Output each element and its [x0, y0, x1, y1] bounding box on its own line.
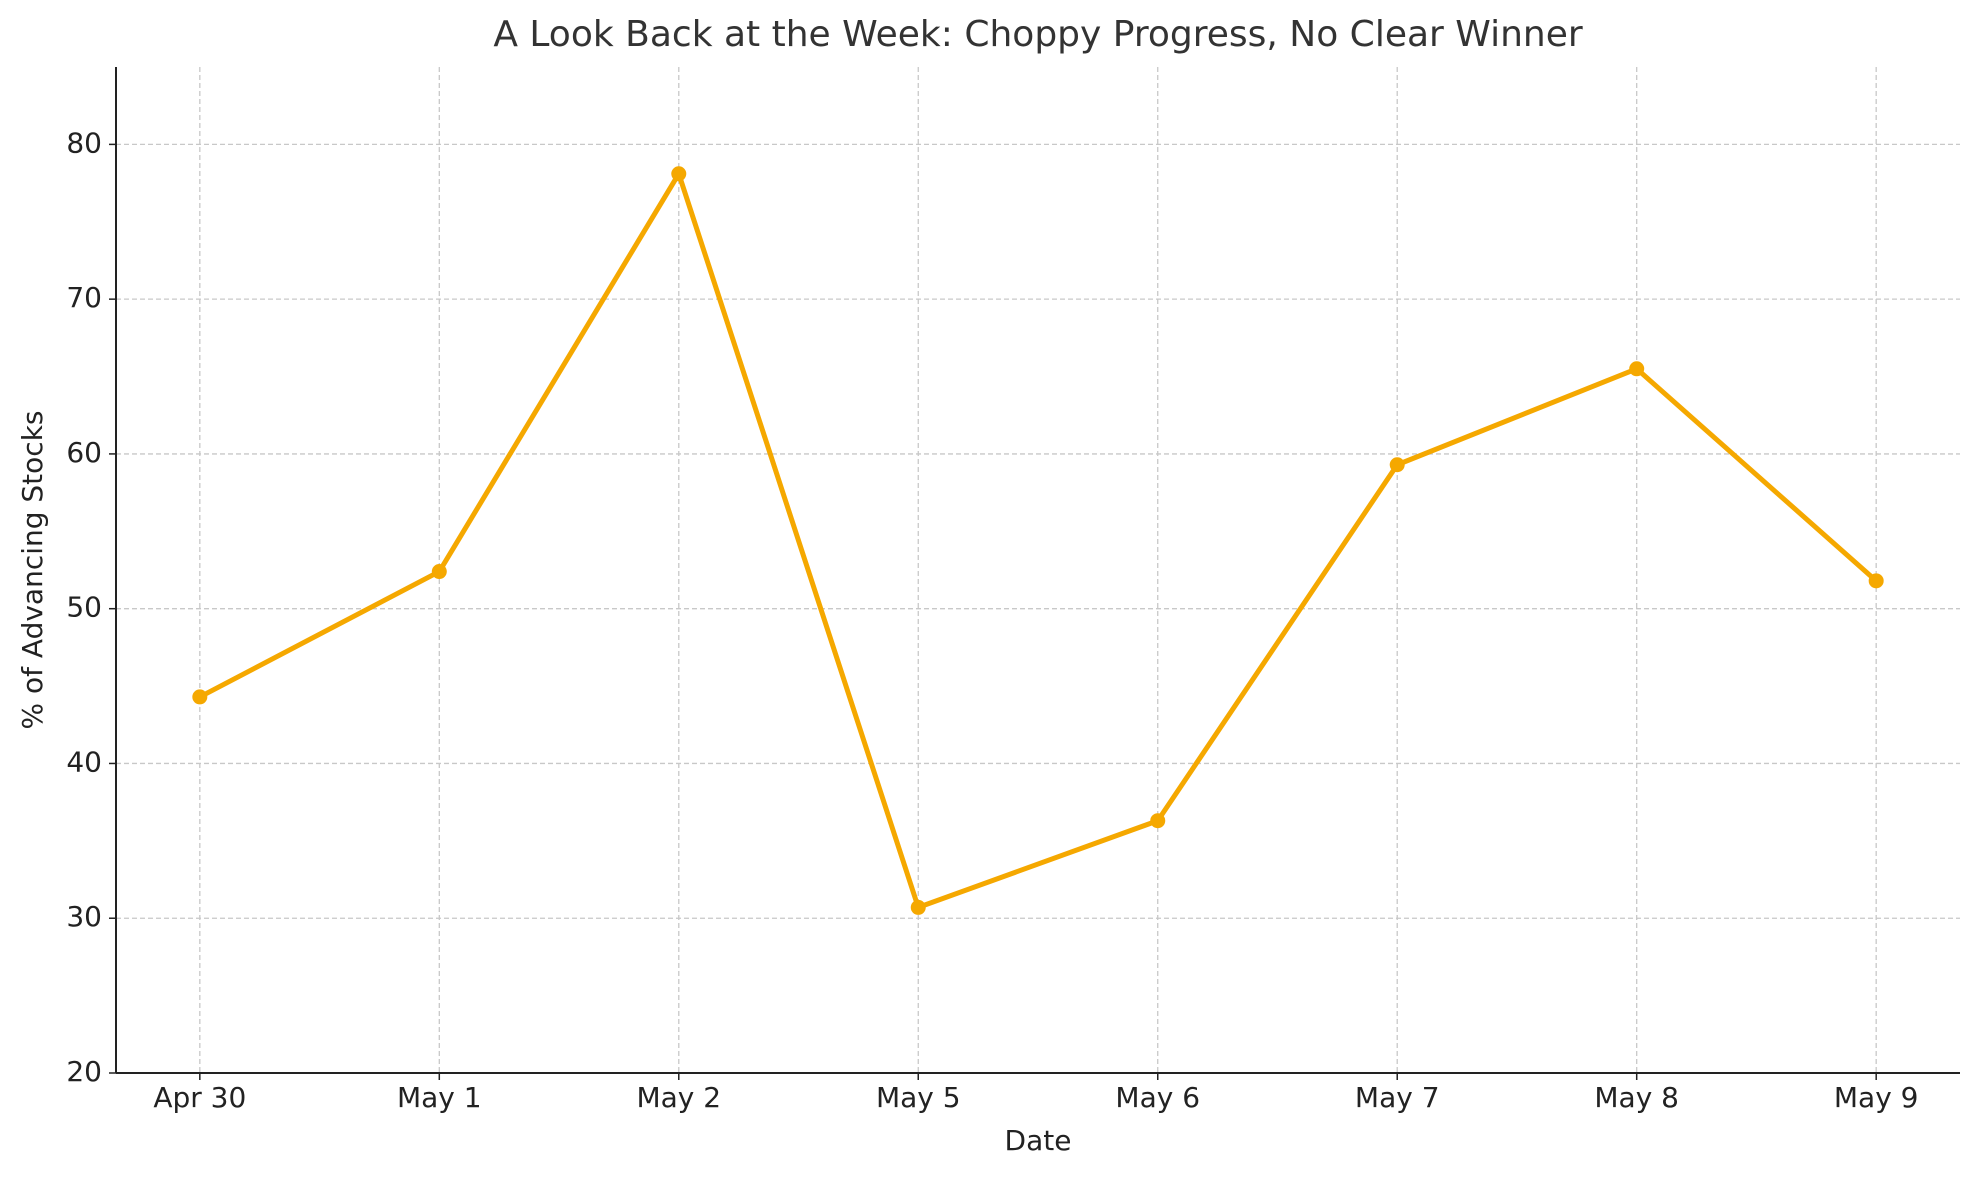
x-axis-label: Date — [1005, 1124, 1072, 1157]
data-point — [671, 166, 687, 182]
x-tick-label: May 5 — [876, 1081, 961, 1114]
data-point — [1629, 361, 1645, 377]
x-tick-label: May 7 — [1355, 1081, 1440, 1114]
x-tick-label: May 6 — [1115, 1081, 1200, 1114]
y-axis-label: % of Advancing Stocks — [16, 411, 49, 730]
y-tick-label: 80 — [66, 126, 102, 159]
data-point — [192, 689, 208, 705]
data-point — [1389, 457, 1405, 473]
y-tick-label: 20 — [66, 1055, 102, 1088]
chart-title: A Look Back at the Week: Choppy Progress… — [493, 14, 1583, 55]
data-line — [198, 171, 1878, 910]
y-tick-label: 60 — [66, 436, 102, 469]
y-tick-label: 30 — [66, 900, 102, 933]
y-tick-label: 50 — [66, 591, 102, 624]
x-tick-label: May 8 — [1594, 1081, 1679, 1114]
data-point — [1868, 573, 1884, 589]
data-point — [910, 899, 926, 915]
x-tick-label: May 2 — [636, 1081, 721, 1114]
data-point — [431, 564, 447, 580]
data-point — [1150, 813, 1166, 829]
x-tick-label: May 9 — [1834, 1081, 1919, 1114]
y-tick-label: 70 — [66, 281, 102, 314]
y-tick-label: 40 — [66, 745, 102, 778]
x-tick-label: May 1 — [397, 1081, 482, 1114]
x-tick-label: Apr 30 — [153, 1081, 246, 1114]
